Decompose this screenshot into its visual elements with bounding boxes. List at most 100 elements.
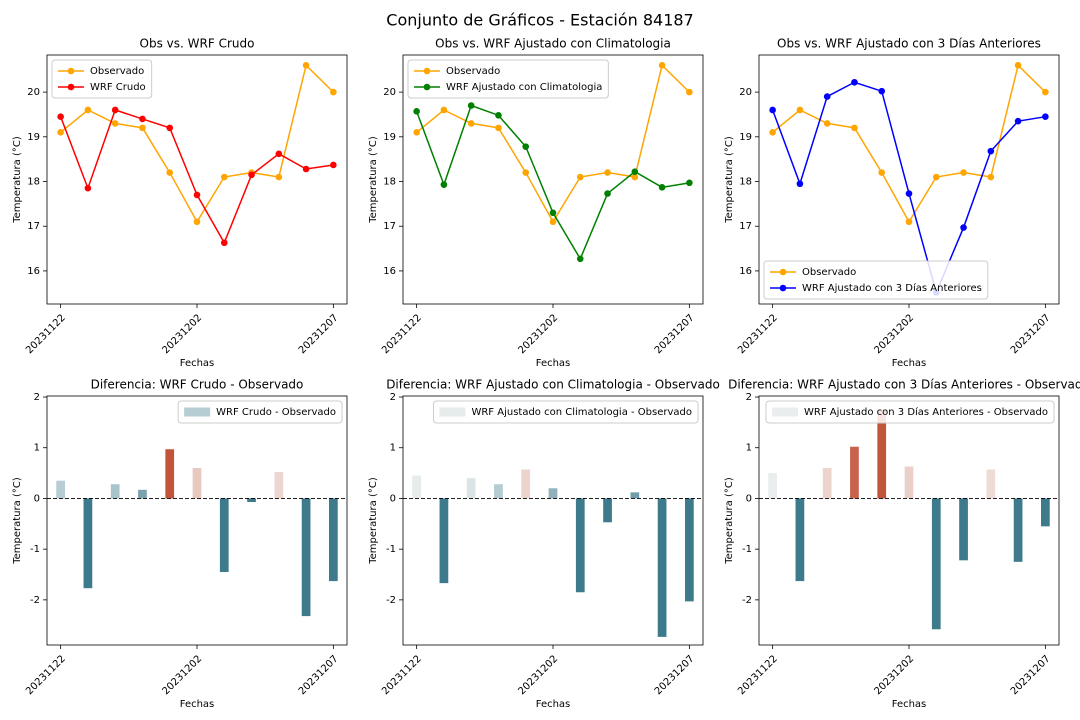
point [467, 102, 475, 109]
point [851, 78, 858, 86]
bar [822, 468, 832, 499]
point [1042, 88, 1049, 96]
point [330, 161, 337, 169]
point [220, 239, 228, 247]
legend-label: WRF Crudo [90, 82, 146, 93]
bar [274, 472, 284, 499]
y-axis-label: Temperatura (°C) [12, 136, 23, 224]
y-tick-label: -1 [742, 544, 752, 555]
point [878, 87, 886, 95]
point [302, 61, 310, 69]
point [275, 173, 283, 181]
legend-box [407, 59, 609, 99]
bar [412, 475, 421, 499]
bar [138, 489, 147, 499]
legend-box [763, 260, 989, 300]
bar [630, 492, 640, 499]
y-tick-label: -2 [386, 595, 396, 606]
legend-marker [67, 83, 75, 91]
y-tick-label: 1 [746, 443, 752, 454]
point [905, 190, 913, 197]
bar [575, 498, 585, 593]
point [769, 129, 776, 136]
bar [219, 498, 229, 572]
point [658, 184, 666, 191]
bar [1041, 498, 1050, 527]
x-axis-label: Fechas [892, 699, 927, 710]
legend: WRF Ajustado con Climatologia - Observad… [432, 400, 699, 424]
legend-patch [439, 407, 466, 417]
y-tick-label: 16 [739, 266, 752, 277]
point [549, 209, 557, 217]
legend-box [432, 400, 699, 424]
bar [56, 480, 65, 499]
legend-box [177, 400, 343, 424]
legend: Observado WRF Crudo [51, 59, 153, 99]
point [769, 106, 776, 114]
point [1042, 113, 1049, 120]
y-tick-label: 18 [383, 177, 396, 188]
legend-patch [772, 407, 799, 417]
point [522, 143, 530, 150]
legend: Observado WRF Ajustado con Climatologia [407, 59, 609, 99]
point [467, 120, 475, 127]
point [987, 173, 995, 181]
legend-marker [779, 284, 787, 292]
point [413, 108, 420, 115]
y-tick-label: 19 [383, 132, 396, 143]
axes-frame [758, 395, 1060, 646]
point [139, 124, 146, 132]
subplot-title: Obs vs. WRF Ajustado con 3 Días Anterior… [777, 37, 1041, 51]
point [248, 171, 255, 179]
bar [685, 498, 694, 602]
bar [247, 498, 256, 502]
y-tick-label: 1 [390, 443, 396, 454]
point [604, 190, 611, 197]
x-axis-label: Fechas [536, 699, 571, 710]
point [987, 147, 995, 155]
point [932, 173, 940, 181]
legend-label: Observado [90, 66, 144, 77]
legend-marker [423, 67, 431, 75]
y-tick-label: 0 [34, 493, 40, 504]
y-tick-label: 2 [746, 392, 752, 403]
axes-frame [46, 54, 348, 305]
point [275, 150, 283, 158]
bar [850, 446, 859, 499]
legend-label: WRF Crudo - Observado [216, 407, 336, 418]
point [1014, 61, 1022, 69]
legend: WRF Crudo - Observado [177, 400, 343, 424]
axes-frame [402, 54, 704, 305]
y-tick-label: 2 [390, 392, 396, 403]
axes-frame [758, 54, 1060, 305]
legend-label: Observado [802, 267, 856, 278]
point [166, 124, 174, 132]
point [631, 173, 639, 181]
bar [165, 449, 175, 499]
point [57, 129, 64, 136]
point [166, 169, 174, 176]
bar [548, 488, 558, 499]
point [631, 168, 639, 175]
y-tick-label: -1 [386, 544, 396, 555]
point [576, 255, 584, 263]
point [960, 169, 967, 176]
y-tick-label: 18 [739, 177, 752, 188]
point [413, 129, 420, 136]
legend-label: Observado [446, 66, 500, 77]
bar [466, 478, 476, 499]
y-tick-label: 0 [390, 493, 396, 504]
point [1014, 117, 1022, 125]
point [495, 112, 502, 119]
subplot-title: Obs vs. WRF Ajustado con Climatologia [435, 37, 671, 51]
point [576, 173, 584, 181]
bar [603, 498, 612, 523]
legend-label: WRF Ajustado con 3 Días Anteriores - Obs… [804, 406, 1048, 418]
point [440, 181, 448, 188]
y-tick-label: 19 [739, 132, 752, 143]
x-axis-label: Fechas [536, 358, 571, 369]
x-axis-label: Fechas [892, 358, 927, 369]
